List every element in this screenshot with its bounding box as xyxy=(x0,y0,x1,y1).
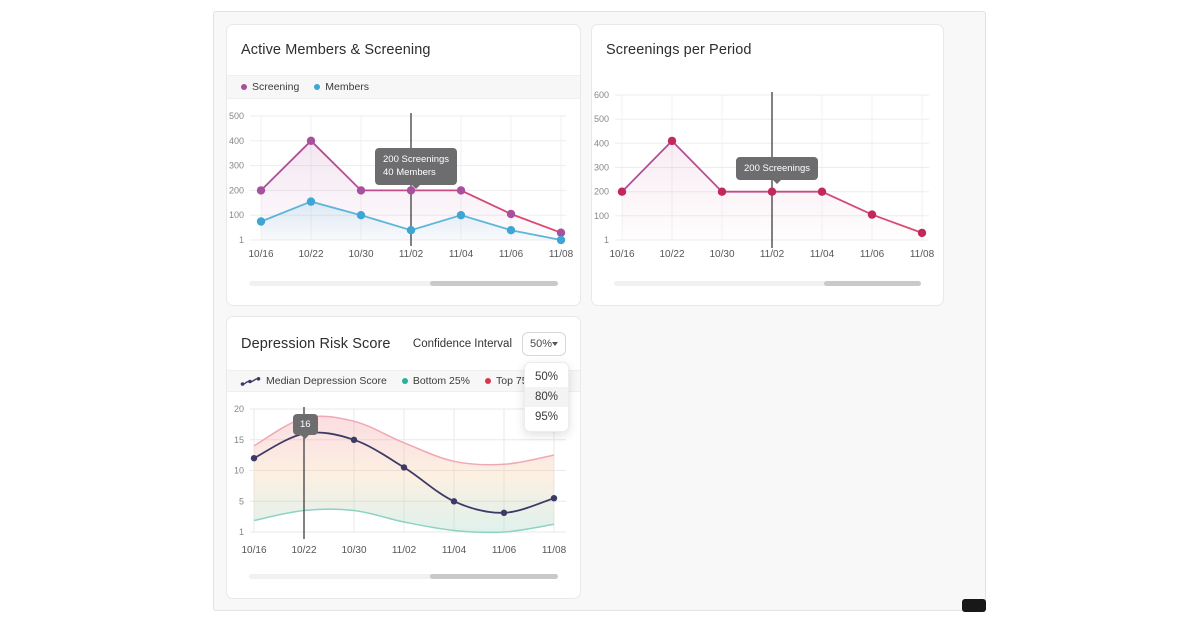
svg-text:11/08: 11/08 xyxy=(910,249,935,260)
svg-text:10/30: 10/30 xyxy=(341,545,366,556)
card-screenings: Screenings per Period 1 100 200 300 400 500 60… xyxy=(591,24,944,306)
legend-item-median[interactable]: Median Depression Score xyxy=(240,375,387,387)
svg-text:500: 500 xyxy=(594,114,609,124)
svg-text:11/06: 11/06 xyxy=(499,249,524,260)
svg-text:500: 500 xyxy=(229,111,244,121)
confidence-interval-label: Confidence Interval xyxy=(412,337,512,350)
svg-text:11/02: 11/02 xyxy=(392,545,417,556)
svg-text:11/08: 11/08 xyxy=(542,545,567,556)
scrollbar-thumb[interactable] xyxy=(824,281,921,286)
svg-text:11/02: 11/02 xyxy=(760,249,785,260)
dashboard-panel: Active Members & Screening Screening Mem… xyxy=(213,11,986,611)
svg-text:11/04: 11/04 xyxy=(442,545,467,556)
confidence-menu: 50% 80% 95% xyxy=(524,362,569,432)
legend-item-bottom25[interactable]: Bottom 25% xyxy=(401,375,471,387)
scrollbar-thumb[interactable] xyxy=(429,281,558,286)
card-header: Active Members & Screening xyxy=(227,25,580,75)
header-controls: Confidence Interval 50% xyxy=(412,331,566,356)
legend-label: Screening xyxy=(252,81,300,93)
svg-text:10/30: 10/30 xyxy=(348,249,373,260)
screening-dot-icon xyxy=(241,84,247,90)
svg-text:10: 10 xyxy=(234,466,244,476)
svg-text:11/04: 11/04 xyxy=(810,249,835,260)
svg-text:10/22: 10/22 xyxy=(659,249,684,260)
menu-option-95[interactable]: 95% xyxy=(535,411,559,423)
legend-label: Median Depression Score xyxy=(266,375,387,387)
svg-text:100: 100 xyxy=(594,211,609,221)
svg-text:10/30: 10/30 xyxy=(709,249,734,260)
card-header: Depression Risk Score Confidence Interva… xyxy=(227,317,580,370)
card-title: Depression Risk Score xyxy=(241,335,391,352)
svg-text:1: 1 xyxy=(239,235,244,245)
legend-item-members[interactable]: Members xyxy=(314,81,369,93)
top75-dot-icon xyxy=(485,378,492,384)
chart-tooltip: 200 Screenings 40 Members xyxy=(375,148,458,189)
tooltip-line: 200 Screenings xyxy=(744,163,811,174)
svg-text:300: 300 xyxy=(229,161,244,171)
card-header: Screenings per Period xyxy=(592,25,943,75)
svg-text:10/16: 10/16 xyxy=(248,249,273,260)
card-depression-risk: Depression Risk Score Confidence Interva… xyxy=(226,316,581,599)
legend: Median Depression Score Bottom 25% Top 7… xyxy=(227,370,580,392)
svg-text:11/02: 11/02 xyxy=(399,249,424,260)
chevron-down-icon xyxy=(552,341,559,346)
tooltip-line: 40 Members xyxy=(383,167,436,179)
svg-text:100: 100 xyxy=(229,210,244,220)
screenings-chart[interactable]: 1 100 200 300 400 500 600 10/16 10/22 10/30 11/02 1… xyxy=(592,80,945,280)
card-active-members: Active Members & Screening Screening Mem… xyxy=(226,24,581,306)
corner-scrollbar-thumb[interactable] xyxy=(962,599,986,612)
chart-tooltip: 200 Screenings xyxy=(736,157,819,185)
chart-scrollbar[interactable] xyxy=(249,574,558,579)
svg-text:11/06: 11/06 xyxy=(860,249,885,260)
svg-text:10/16: 10/16 xyxy=(241,545,266,556)
svg-text:11/06: 11/06 xyxy=(492,545,517,556)
card-title: Active Members & Screening xyxy=(241,42,431,58)
chart-tooltip: 16 xyxy=(293,414,318,440)
svg-text:10/16: 10/16 xyxy=(609,249,634,260)
card-title: Screenings per Period xyxy=(606,42,752,58)
svg-text:20: 20 xyxy=(234,404,244,414)
confidence-interval-select[interactable]: 50% xyxy=(522,331,566,356)
svg-text:10/22: 10/22 xyxy=(298,249,323,260)
legend: Screening Members xyxy=(227,75,580,99)
chart-scrollbar[interactable] xyxy=(249,281,558,286)
svg-text:400: 400 xyxy=(594,138,609,148)
svg-text:11/04: 11/04 xyxy=(449,249,474,260)
members-dot-icon xyxy=(314,84,321,90)
svg-text:600: 600 xyxy=(594,90,609,100)
svg-text:200: 200 xyxy=(229,185,244,195)
svg-text:10/22: 10/22 xyxy=(291,545,316,556)
svg-text:5: 5 xyxy=(239,496,244,506)
scrollbar-thumb[interactable] xyxy=(429,574,558,579)
svg-text:1: 1 xyxy=(604,235,609,245)
bottom25-dot-icon xyxy=(401,378,408,384)
chart-scrollbar[interactable] xyxy=(614,281,921,286)
median-line-icon xyxy=(240,376,261,386)
menu-option-50[interactable]: 50% xyxy=(535,371,559,383)
legend-label: Members xyxy=(325,81,370,93)
tooltip-line: 16 xyxy=(300,419,311,430)
svg-text:15: 15 xyxy=(234,435,244,445)
svg-text:300: 300 xyxy=(594,163,609,173)
svg-text:1: 1 xyxy=(239,527,244,537)
tooltip-line: 200 Screenings xyxy=(383,154,450,165)
menu-option-80[interactable]: 80% xyxy=(525,387,568,407)
svg-text:200: 200 xyxy=(594,187,609,197)
svg-text:11/08: 11/08 xyxy=(549,249,574,260)
svg-text:400: 400 xyxy=(229,136,244,146)
legend-item-screening[interactable]: Screening xyxy=(241,81,299,93)
active-members-chart[interactable]: 1 100 200 300 400 500 10/16 10/22 10/30 11/02 11/0… xyxy=(227,100,582,272)
legend-label: Bottom 25% xyxy=(412,375,471,387)
select-value: 50% xyxy=(530,337,553,350)
